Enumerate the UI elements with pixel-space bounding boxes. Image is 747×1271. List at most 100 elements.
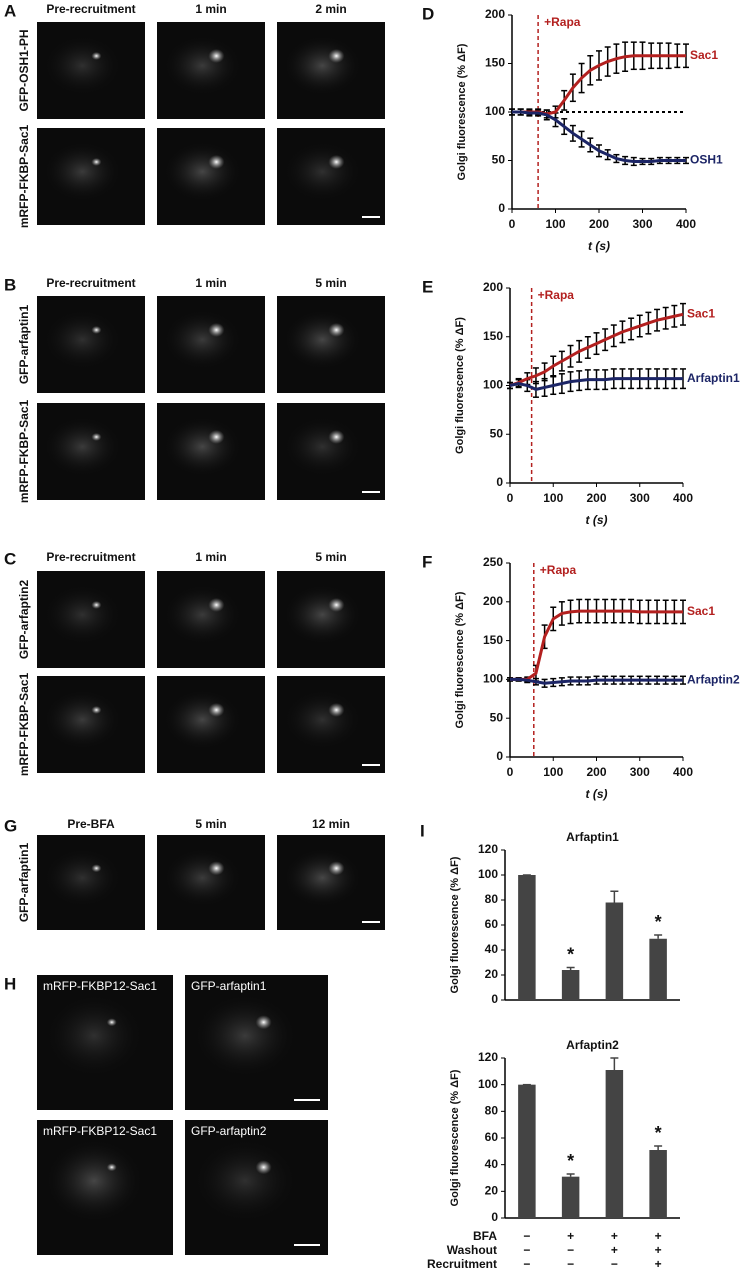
cell	[44, 849, 121, 907]
significance-mark: *	[567, 1151, 574, 1171]
panel-letter: A	[4, 1, 16, 20]
y-tick-label: 50	[492, 153, 506, 167]
row-label: GFP-arfaptin2	[17, 580, 31, 660]
series-label: OSH1	[690, 153, 723, 167]
x-tick-label: 200	[586, 765, 606, 779]
x-tick-label: 100	[543, 765, 563, 779]
cell	[164, 585, 241, 644]
y-tick-label: 20	[485, 967, 499, 981]
condition-sign: +	[655, 1243, 662, 1257]
cell	[164, 310, 241, 369]
y-tick-label: 0	[498, 201, 505, 215]
image-label: GFP-arfaptin2	[191, 1124, 267, 1138]
golgi	[255, 1015, 272, 1030]
cell	[195, 1140, 296, 1222]
panel-letter: B	[4, 275, 16, 294]
y-tick-label: 100	[483, 378, 503, 392]
row-label: GFP-arfaptin1	[17, 305, 31, 385]
cell	[164, 36, 241, 95]
condition-sign: +	[655, 1229, 662, 1243]
y-tick-label: 120	[478, 1050, 498, 1064]
series-label: Sac1	[687, 306, 715, 320]
y-tick-label: 60	[485, 917, 499, 931]
golgi	[91, 600, 102, 609]
golgi	[208, 429, 225, 444]
x-tick-label: 300	[632, 217, 652, 231]
bar	[561, 970, 580, 1000]
cell	[284, 310, 361, 369]
y-axis-label: Golgi fluorescence (% ΔF)	[449, 856, 461, 993]
golgi	[328, 702, 345, 717]
column-header: Pre-recruitment	[46, 276, 135, 290]
y-tick-label: 0	[496, 749, 503, 763]
cell	[46, 995, 142, 1077]
cell	[164, 690, 241, 749]
column-header: Pre-recruitment	[46, 550, 135, 564]
y-tick-label: 120	[478, 842, 498, 856]
condition-sign: −	[567, 1243, 574, 1257]
condition-sign: +	[611, 1229, 618, 1243]
column-header: 1 min	[195, 2, 226, 16]
x-tick-label: 400	[676, 217, 696, 231]
bar	[649, 938, 667, 1000]
condition-label: Washout	[447, 1243, 497, 1257]
column-header: 1 min	[195, 276, 226, 290]
y-tick-label: 40	[485, 942, 499, 956]
golgi	[208, 48, 225, 63]
column-header: 12 min	[312, 817, 350, 831]
y-tick-label: 0	[491, 1210, 498, 1224]
y-tick-label: 60	[485, 1130, 499, 1144]
cell	[284, 849, 361, 907]
condition-sign: +	[655, 1257, 662, 1271]
cell	[284, 417, 361, 476]
golgi	[255, 1160, 272, 1175]
cell	[195, 995, 296, 1077]
condition-sign: −	[523, 1257, 530, 1271]
x-axis-label: t (s)	[588, 239, 610, 253]
series-label: Arfaptin1	[687, 371, 740, 385]
condition-sign: −	[611, 1257, 618, 1271]
series-line	[509, 377, 683, 391]
golgi	[91, 157, 102, 166]
column-header: 5 min	[315, 550, 346, 564]
bar	[605, 1070, 624, 1218]
y-tick-label: 200	[485, 7, 505, 21]
golgi	[91, 705, 102, 714]
column-header: Pre-BFA	[67, 817, 115, 831]
rapa-label: +Rapa	[540, 563, 577, 577]
y-tick-label: 100	[485, 104, 505, 118]
y-axis-label: Golgi fluorescence (% ΔF)	[454, 591, 466, 728]
y-tick-label: 150	[483, 633, 503, 647]
cell	[284, 36, 361, 95]
x-axis-label: t (s)	[586, 787, 608, 801]
column-header: 5 min	[195, 817, 226, 831]
chart-title: Arfaptin2	[566, 1038, 619, 1052]
x-tick-label: 300	[630, 765, 650, 779]
cell	[44, 142, 121, 201]
y-axis-label: Golgi fluorescence (% ΔF)	[449, 1069, 461, 1206]
y-tick-label: 40	[485, 1157, 499, 1171]
column-header: 2 min	[315, 2, 346, 16]
cell	[284, 585, 361, 644]
y-tick-label: 50	[490, 426, 504, 440]
x-tick-label: 200	[586, 491, 606, 505]
condition-sign: −	[523, 1229, 530, 1243]
golgi	[208, 154, 225, 169]
condition-sign: +	[611, 1243, 618, 1257]
series-line	[510, 609, 683, 681]
x-tick-label: 400	[673, 491, 693, 505]
panel-letter: G	[4, 816, 17, 835]
row-label: mRFP-FKBP-Sac1	[17, 125, 31, 229]
x-tick-label: 100	[543, 491, 563, 505]
golgi	[328, 597, 345, 612]
cell	[284, 690, 361, 749]
chart-title: Arfaptin1	[566, 830, 619, 844]
condition-label: BFA	[473, 1229, 497, 1243]
y-tick-label: 100	[478, 867, 498, 881]
x-tick-label: 0	[507, 491, 514, 505]
bar	[518, 875, 536, 1000]
panel-letter: E	[422, 277, 433, 296]
y-tick-label: 0	[496, 475, 503, 489]
row-label: GFP-OSH1-PH	[17, 29, 31, 111]
